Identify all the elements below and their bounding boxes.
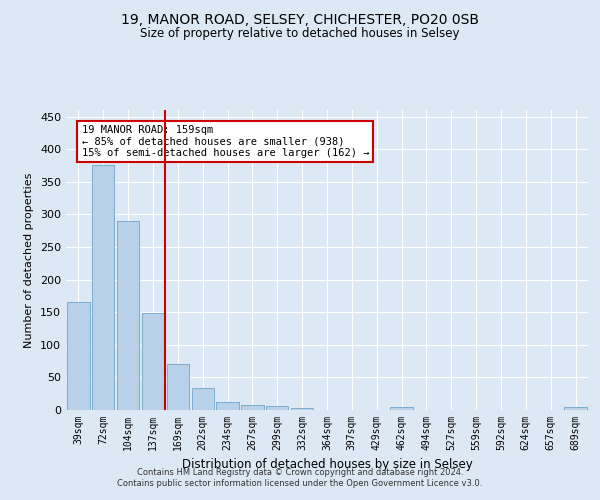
Text: 19, MANOR ROAD, SELSEY, CHICHESTER, PO20 0SB: 19, MANOR ROAD, SELSEY, CHICHESTER, PO20…	[121, 12, 479, 26]
Text: 19 MANOR ROAD: 159sqm
← 85% of detached houses are smaller (938)
15% of semi-det: 19 MANOR ROAD: 159sqm ← 85% of detached …	[82, 125, 369, 158]
Bar	[291, 408, 313, 410]
Bar	[117, 221, 139, 410]
Bar	[217, 402, 239, 410]
Bar	[241, 406, 263, 410]
Bar	[266, 406, 289, 410]
X-axis label: Distribution of detached houses by size in Selsey: Distribution of detached houses by size …	[182, 458, 472, 471]
Bar	[67, 302, 89, 410]
Text: Contains HM Land Registry data © Crown copyright and database right 2024.
Contai: Contains HM Land Registry data © Crown c…	[118, 468, 482, 487]
Bar	[191, 388, 214, 410]
Y-axis label: Number of detached properties: Number of detached properties	[25, 172, 34, 348]
Bar	[391, 408, 413, 410]
Bar	[167, 364, 189, 410]
Bar	[92, 166, 115, 410]
Bar	[142, 314, 164, 410]
Bar	[565, 408, 587, 410]
Text: Size of property relative to detached houses in Selsey: Size of property relative to detached ho…	[140, 28, 460, 40]
